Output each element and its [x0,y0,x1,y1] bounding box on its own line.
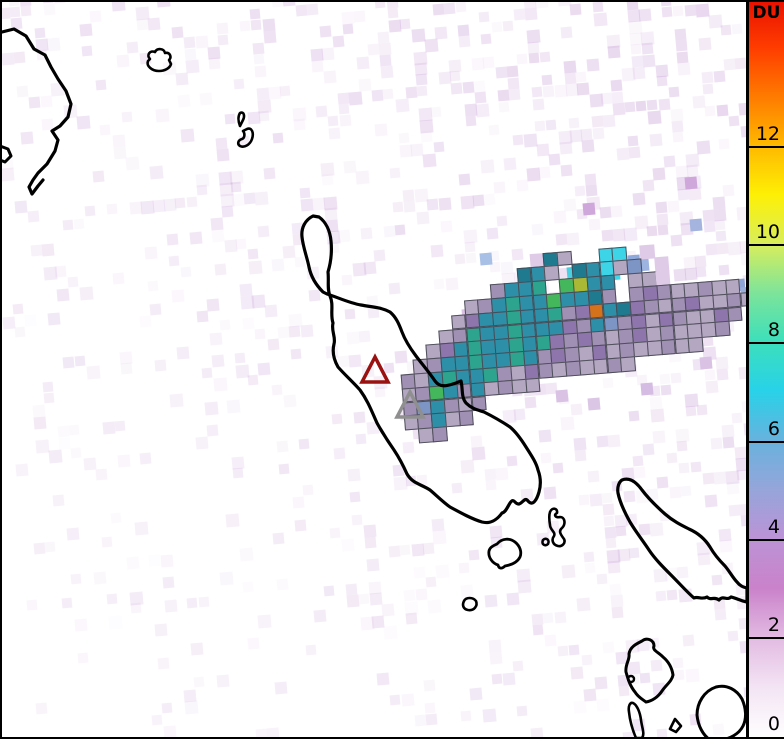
colorbar-left-border [746,0,749,739]
colorbar-tick-label: 0 [767,713,780,735]
colorbar-tick-line [749,441,784,443]
coastline [146,47,173,73]
coastline [695,684,746,739]
colorbar-tick-line [749,342,784,344]
coastline-svg [0,27,746,739]
coastline [237,111,246,128]
coastline [547,507,566,548]
colorbar-gradient [749,0,784,739]
coastline [461,596,478,612]
colorbar: 12 10 8 6 4 2 0 DU [746,0,784,739]
coastline [616,477,746,604]
colorbar-tick-label: 4 [767,516,780,538]
colorbar-tick-label: 6 [767,418,780,440]
colorbar-tick-line [749,244,784,246]
coastline [624,637,675,704]
coastline [0,144,13,164]
frame-top [0,0,784,2]
volcano-marker-secondary [394,388,426,419]
frame-left [0,0,2,739]
colorbar-tick-label: 10 [755,221,780,243]
coastline [300,214,542,525]
volcano-marker-primary [359,353,391,384]
coastline [236,127,255,148]
coastline [626,674,636,684]
map-area [0,0,746,739]
coastline [627,701,645,739]
colorbar-tick-label: 12 [755,123,780,145]
coastline [541,537,550,547]
colorbar-tick-label: 2 [767,614,780,636]
colorbar-unit-label: DU [752,3,781,23]
coastline [487,537,523,570]
colorbar-tick-label: 8 [767,319,780,341]
coastline [0,27,73,196]
coastline [668,717,683,734]
frame-bottom [0,737,784,739]
colorbar-tick-line [749,146,784,148]
colorbar-tick-line [749,539,784,541]
colorbar-tick-line [749,637,784,639]
